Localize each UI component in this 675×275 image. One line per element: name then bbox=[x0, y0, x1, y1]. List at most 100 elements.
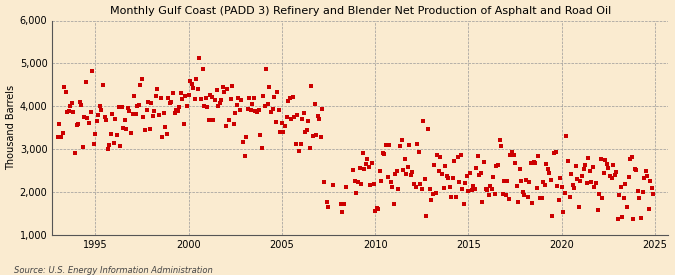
Point bbox=[105, 132, 116, 136]
Point bbox=[149, 109, 160, 114]
Point bbox=[533, 154, 544, 158]
Point bbox=[142, 100, 153, 104]
Point bbox=[360, 162, 371, 166]
Point bbox=[410, 185, 421, 189]
Point bbox=[98, 82, 109, 87]
Point bbox=[177, 97, 188, 101]
Point bbox=[589, 184, 600, 189]
Point bbox=[377, 151, 388, 155]
Point bbox=[85, 109, 96, 114]
Point bbox=[171, 108, 182, 112]
Title: Monthly Gulf Coast (PADD 3) Refinery and Blender Net Production of Asphalt and R: Monthly Gulf Coast (PADD 3) Refinery and… bbox=[109, 6, 611, 16]
Point bbox=[248, 96, 259, 101]
Point bbox=[144, 127, 155, 131]
Point bbox=[152, 86, 163, 91]
Point bbox=[103, 147, 113, 151]
Point bbox=[423, 127, 433, 131]
Point bbox=[597, 196, 608, 200]
Point bbox=[591, 181, 601, 185]
Point bbox=[140, 128, 151, 133]
Point bbox=[313, 114, 323, 119]
Point bbox=[185, 79, 196, 83]
Point bbox=[471, 166, 482, 170]
Point bbox=[67, 101, 78, 106]
Point bbox=[290, 142, 301, 146]
Point bbox=[122, 106, 133, 110]
Point bbox=[191, 77, 202, 81]
Point bbox=[284, 96, 295, 100]
Point bbox=[232, 103, 242, 107]
Point bbox=[570, 163, 581, 168]
Point bbox=[245, 107, 256, 112]
Point bbox=[188, 86, 198, 90]
Point bbox=[524, 180, 535, 184]
Point bbox=[88, 142, 99, 147]
Point bbox=[614, 193, 624, 197]
Point bbox=[174, 105, 185, 109]
Point bbox=[384, 143, 395, 147]
Point bbox=[536, 196, 547, 200]
Point bbox=[632, 189, 643, 194]
Point bbox=[172, 109, 183, 114]
Point bbox=[269, 95, 279, 99]
Point bbox=[157, 134, 167, 139]
Point bbox=[622, 204, 632, 209]
Point bbox=[610, 173, 620, 178]
Point bbox=[388, 202, 399, 206]
Point bbox=[513, 200, 524, 205]
Point bbox=[437, 172, 448, 176]
Point bbox=[419, 177, 430, 181]
Point bbox=[303, 119, 314, 124]
Point bbox=[136, 76, 147, 81]
Point bbox=[161, 132, 172, 136]
Point bbox=[511, 184, 522, 188]
Point bbox=[489, 192, 500, 196]
Point bbox=[421, 213, 432, 218]
Point bbox=[155, 96, 166, 100]
Point bbox=[130, 111, 141, 116]
Point bbox=[54, 122, 65, 127]
Point bbox=[273, 108, 284, 112]
Point bbox=[416, 186, 427, 191]
Point bbox=[494, 138, 505, 143]
Point bbox=[244, 96, 254, 101]
Point bbox=[648, 192, 659, 197]
Point bbox=[443, 175, 454, 180]
Point bbox=[516, 179, 526, 183]
Point bbox=[469, 187, 480, 191]
Point bbox=[522, 195, 533, 199]
Point bbox=[351, 191, 362, 196]
Point bbox=[502, 179, 513, 183]
Point bbox=[80, 80, 91, 85]
Point bbox=[583, 156, 593, 160]
Point bbox=[551, 184, 562, 188]
Point bbox=[319, 180, 329, 185]
Point bbox=[371, 206, 382, 210]
Point bbox=[321, 200, 332, 204]
Point bbox=[356, 181, 367, 186]
Point bbox=[364, 164, 375, 169]
Point bbox=[166, 100, 177, 104]
Point bbox=[323, 205, 334, 210]
Point bbox=[354, 166, 365, 171]
Point bbox=[362, 157, 373, 161]
Point bbox=[180, 94, 191, 98]
Point bbox=[113, 105, 124, 109]
Point bbox=[426, 197, 437, 202]
Point bbox=[506, 150, 517, 155]
Point bbox=[612, 217, 623, 221]
Point bbox=[65, 104, 76, 108]
Point bbox=[439, 164, 450, 169]
Point bbox=[78, 145, 88, 149]
Point bbox=[227, 84, 238, 89]
Point bbox=[406, 172, 416, 177]
Point bbox=[504, 197, 514, 201]
Point bbox=[641, 169, 651, 174]
Point bbox=[116, 105, 127, 109]
Point bbox=[208, 118, 219, 122]
Point bbox=[603, 166, 614, 170]
Point bbox=[487, 187, 497, 191]
Point bbox=[62, 110, 73, 115]
Point bbox=[611, 169, 622, 174]
Point bbox=[608, 163, 618, 167]
